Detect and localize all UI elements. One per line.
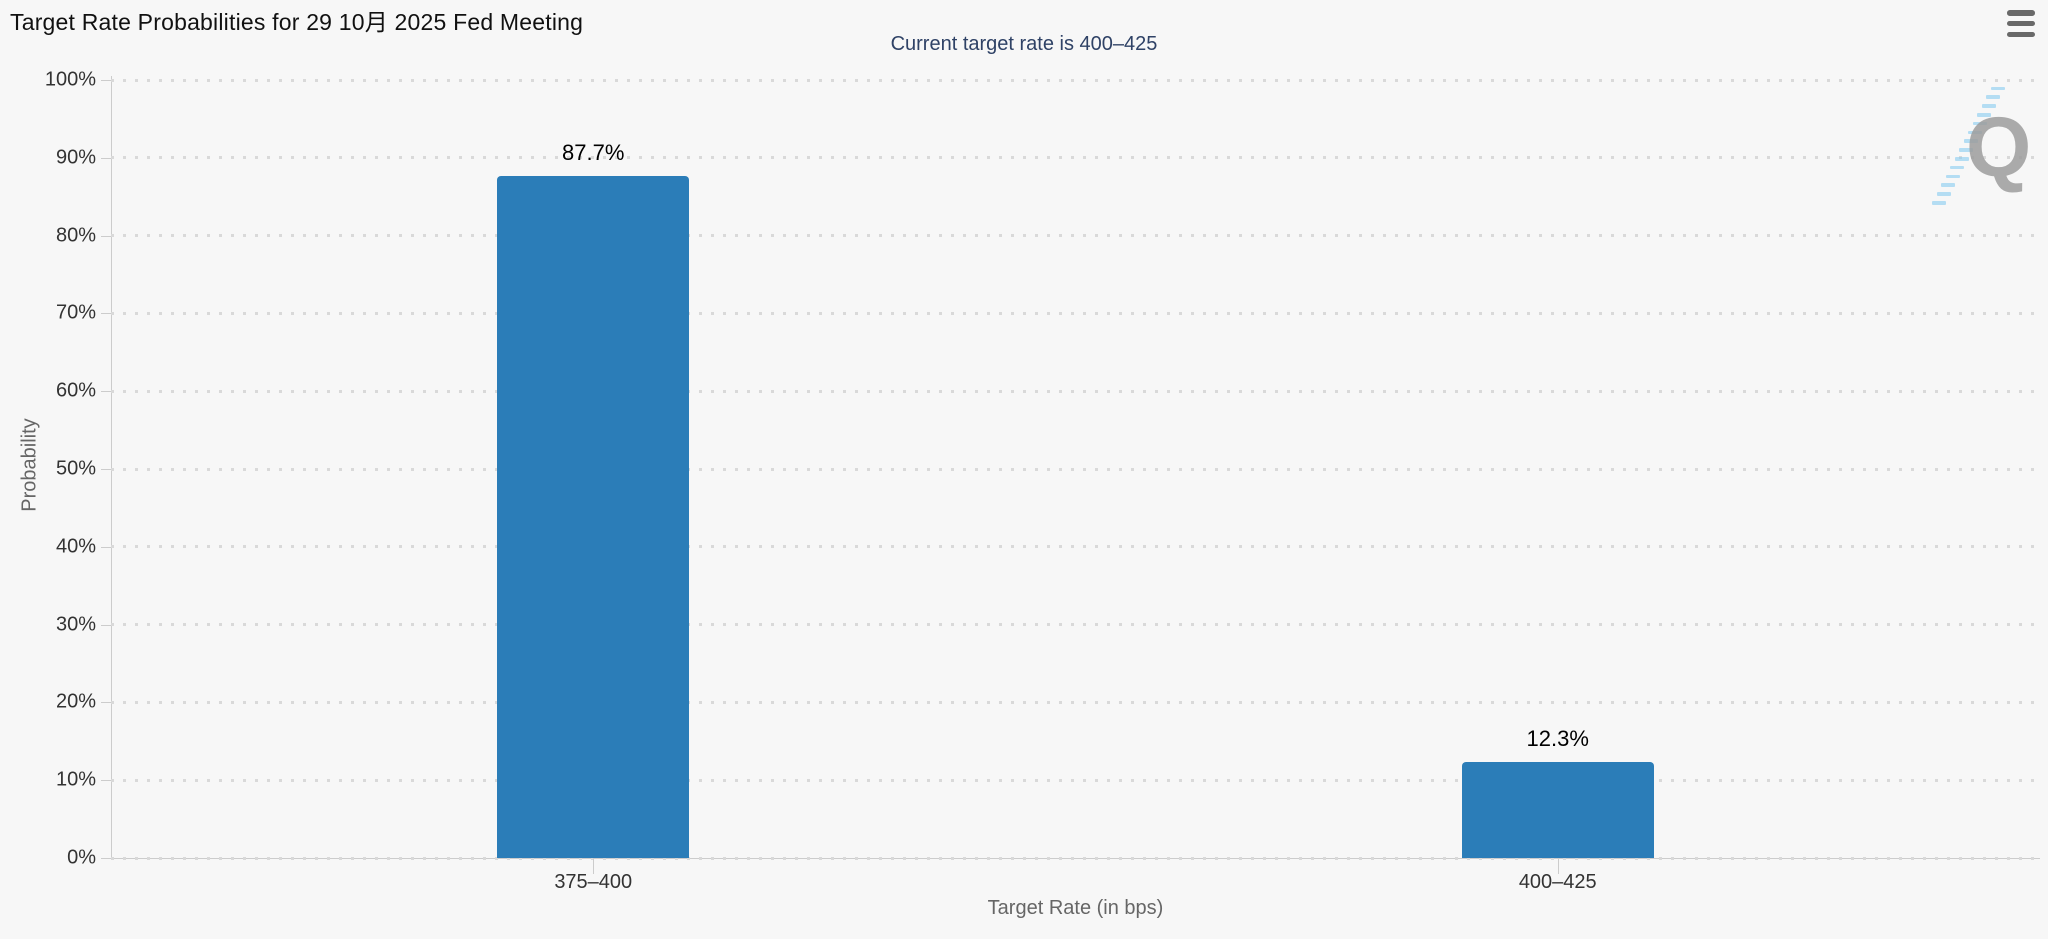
bar-value-label: 12.3% [1526,726,1589,752]
y-axis-label: 80% [55,224,96,247]
y-axis-label: 0% [67,846,96,869]
watermark-dash [1932,201,1946,205]
y-axis-label: 100% [44,68,96,91]
y-gridline [111,545,2040,549]
y-axis-label: 90% [55,146,96,169]
watermark-dash [1963,139,1978,143]
x-axis-tick [593,858,595,874]
y-gridline [111,856,2040,860]
watermark-dash [1968,130,1982,135]
y-axis-line [111,76,112,858]
watermark-dash [1950,165,1964,170]
y-gridline [111,78,2040,82]
y-gridline [111,156,2040,160]
y-gridline [111,311,2040,315]
y-gridline [111,700,2040,704]
chart-subtitle: Current target rate is 400–425 [890,33,1158,55]
watermark-dash [1981,104,1996,108]
y-axis-tick [101,858,111,859]
y-axis-tick [101,624,111,626]
watermark-dash [1941,183,1955,187]
y-gridline [111,778,2040,782]
y-gridline [111,389,2040,393]
x-axis-label: 400–425 [1518,871,1597,893]
watermark-dash [1990,86,2005,91]
y-axis-label: 50% [55,457,96,480]
hamburger-icon [2007,10,2035,37]
watermark-dash [1977,113,1991,117]
y-axis-tick [101,80,111,81]
chart-context-menu-button[interactable] [2007,10,2035,37]
y-axis-tick [101,469,111,470]
watermark-dash [1972,121,1987,126]
y-axis-tick [101,313,111,315]
y-gridline [111,234,2040,238]
watermark-dash [1986,95,2000,99]
y-gridline [111,467,2040,471]
y-axis-tick [101,157,111,159]
y-axis-label: 30% [55,613,96,636]
chart-title: Target Rate Probabilities for 29 10月 202… [10,9,584,35]
x-axis-title: Target Rate (in bps) [987,897,1164,919]
y-axis-label: 60% [55,379,96,402]
bar-value-label: 87.7% [562,139,625,165]
y-axis-label: 20% [55,690,96,713]
quikstrike-watermark: Q [1880,75,2048,215]
y-axis-tick [101,546,111,548]
watermark-dash [1959,148,1973,152]
y-axis-label: 70% [55,301,96,324]
watermark-dash [1945,174,1960,179]
y-axis-tick [101,702,111,704]
y-axis-tick [101,235,111,237]
watermark-q-letter: Q [1966,100,2032,194]
watermark-dash [1936,192,1951,196]
probability-bar[interactable] [497,175,690,858]
x-axis-label: 375–400 [554,871,633,893]
y-gridline [111,623,2040,627]
y-axis-label: 40% [55,535,96,558]
y-axis-tick [101,780,111,782]
y-axis-tick [101,391,111,393]
probability-bar[interactable] [1461,762,1654,858]
x-axis-tick [1557,858,1559,874]
y-axis-label: 10% [55,768,96,791]
